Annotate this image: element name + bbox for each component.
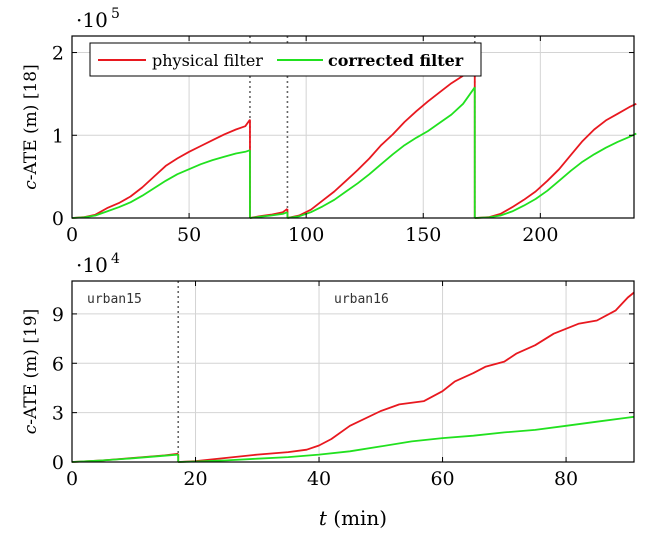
x-tick-label: 60 <box>430 468 454 490</box>
y-tick-label: 0 <box>52 452 64 474</box>
segment-label-urban15: urban15 <box>87 292 142 307</box>
series-physical-filter-segment <box>178 291 635 463</box>
y-tick-label: 3 <box>52 403 64 425</box>
x-axis-label: t (min) <box>319 506 387 530</box>
y-tick-label: 6 <box>52 353 64 375</box>
x-tick-label: 200 <box>522 224 558 246</box>
series-corrected-filter-segment <box>71 453 179 463</box>
x-axis-label-text: (min) <box>327 506 387 530</box>
x-tick-label: 0 <box>66 224 78 246</box>
y-axis-label-var: c <box>21 180 41 190</box>
plot-frame <box>71 35 635 219</box>
y-multiplier-base: ·10 <box>76 253 108 277</box>
series-corrected-filter-segment <box>71 149 251 219</box>
x-tick-label: 50 <box>177 224 201 246</box>
series-corrected-filter-segment <box>249 211 288 219</box>
y-tick-label: 1 <box>52 125 64 147</box>
y-axis-label-text: -ATE (m) [19] <box>21 309 41 425</box>
series-corrected-filter-segment <box>287 86 476 219</box>
x-tick-label: 150 <box>405 224 441 246</box>
series-physical-filter-segment <box>474 102 637 219</box>
x-tick-label: 20 <box>183 468 207 490</box>
legend: physical filter corrected filter <box>89 42 482 77</box>
x-tick-label: 40 <box>307 468 331 490</box>
legend-label-corrected: corrected filter <box>328 51 464 70</box>
y-tick-label: 0 <box>52 208 64 230</box>
y-multiplier-exp: 4 <box>111 251 120 267</box>
y-tick-label: 2 <box>52 43 64 65</box>
x-axis-label-var: t <box>319 506 328 530</box>
series-corrected-filter-segment <box>474 132 637 219</box>
x-tick-label: 80 <box>554 468 578 490</box>
segment-label-urban16: urban16 <box>334 292 389 307</box>
series-corrected-filter-segment <box>178 415 635 463</box>
plot-frame <box>71 280 635 463</box>
y-axis-label-var: c <box>21 424 41 434</box>
bottom-plot: 0 20 40 60 80 0 3 6 9 ·10 4 c-ATE (m) [19] t (min) ur… <box>21 251 635 530</box>
y-multiplier-exp: 5 <box>111 6 120 22</box>
y-axis-label: c-ATE (m) [18] <box>21 64 41 189</box>
legend-label-physical: physical filter <box>152 51 263 70</box>
y-axis-label-text: -ATE (m) [18] <box>21 64 41 180</box>
series-physical-filter-segment <box>71 119 251 219</box>
y-tick-label: 9 <box>52 304 64 326</box>
x-tick-label: 100 <box>288 224 324 246</box>
top-plot: 0 50 100 150 200 0 1 2 ·10 5 c-ATE (m) [18] physica… <box>21 6 637 246</box>
y-axis-label: c-ATE (m) [19] <box>21 309 41 434</box>
y-multiplier-base: ·10 <box>76 8 108 32</box>
series-physical-filter-segment <box>287 68 476 219</box>
x-tick-label: 0 <box>66 468 78 490</box>
